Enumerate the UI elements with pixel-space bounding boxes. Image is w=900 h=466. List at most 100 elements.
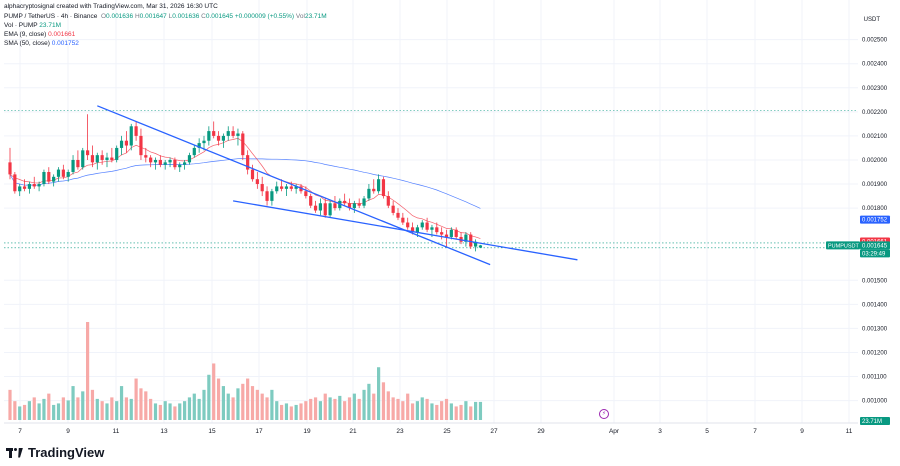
volume-bar xyxy=(144,391,148,420)
created-by-line: alphacryptosignal created with TradingVi… xyxy=(4,3,218,10)
ema-indicator-line[interactable]: EMA (9, close) 0.001661 xyxy=(4,31,76,38)
candle-body xyxy=(323,203,327,216)
volume-bar xyxy=(440,401,444,420)
price-labels: 0.0017520.001661PUMPUSDT0.00164503:29:49… xyxy=(826,215,890,425)
tradingview-brand: TradingView xyxy=(6,445,104,460)
trendline-lower xyxy=(232,200,578,261)
symbol-tag xyxy=(826,241,860,250)
price-tag xyxy=(860,417,890,425)
candle-body xyxy=(362,198,366,206)
candle-body xyxy=(56,169,61,177)
candle-body xyxy=(173,159,177,168)
sma-indicator-line[interactable]: SMA (50, close) 0.001752 xyxy=(4,40,79,47)
volume-bar xyxy=(90,389,95,420)
volume-bar xyxy=(163,401,167,420)
y-tick-label: 0.001300 xyxy=(862,326,888,332)
volume-bar xyxy=(318,401,322,420)
volume-bar xyxy=(8,389,12,420)
volume-bar xyxy=(221,386,225,420)
volume-bar xyxy=(52,404,56,420)
volume-bar xyxy=(343,401,347,420)
volume-bar xyxy=(299,403,303,420)
candle-body xyxy=(357,203,361,206)
volume-bar xyxy=(61,397,65,420)
candle-body xyxy=(391,205,395,213)
price-tag-text: 0.001752 xyxy=(862,218,888,224)
volume-bar xyxy=(280,404,284,420)
volume-bar xyxy=(212,363,216,420)
candle-body xyxy=(265,191,269,201)
candle-body xyxy=(158,159,162,165)
volume-bar xyxy=(124,397,128,420)
candle-body xyxy=(226,131,230,136)
y-tick-label: 0.001500 xyxy=(862,278,888,284)
volume-bar xyxy=(338,395,342,420)
candle-body xyxy=(284,186,289,189)
volume-bar xyxy=(22,404,27,420)
clock-icon[interactable]: ⚡ xyxy=(599,409,609,419)
candles xyxy=(8,114,483,252)
y-tick-label: 0.002300 xyxy=(862,86,888,92)
volume-bar xyxy=(372,393,376,420)
candle-body xyxy=(192,147,196,156)
candle-body xyxy=(22,186,27,189)
x-tick-label: 7 xyxy=(753,428,757,435)
candle-body xyxy=(435,227,439,233)
price-axis[interactable]: 0.002500 0.002400 0.002300 0.002200 0.002100… xyxy=(862,38,888,405)
x-tick-label: 17 xyxy=(255,428,263,435)
volume-bar xyxy=(95,398,99,420)
candle-body xyxy=(444,234,449,237)
volume-bar xyxy=(119,386,124,420)
candle-body xyxy=(401,217,405,223)
candle-body xyxy=(430,227,434,230)
y-tick-label: 0.001900 xyxy=(862,182,888,188)
volume-bar xyxy=(226,393,230,420)
x-tick-label: 25 xyxy=(443,428,451,435)
candle-body xyxy=(100,155,104,160)
candle-body xyxy=(115,147,119,160)
candle-body xyxy=(343,200,347,204)
volume-bar xyxy=(47,393,51,420)
x-tick-label: 9 xyxy=(66,428,70,435)
candle-body xyxy=(236,133,240,136)
candle-body xyxy=(187,155,192,163)
volume-bar xyxy=(454,406,458,420)
candle-body xyxy=(410,227,415,233)
price-tag xyxy=(860,215,890,224)
volume-bar xyxy=(129,398,133,420)
candle-body xyxy=(367,188,371,199)
volume-indicator-line[interactable]: Vol · PUMP 23.71M xyxy=(4,22,61,29)
candle-body xyxy=(304,191,308,197)
candle-body xyxy=(149,157,153,163)
time-axis[interactable]: 7 9 11 13 15 17 19 21 23 25 27 29 Apr 3 5 7 9 11 xyxy=(4,422,858,435)
volume-bar xyxy=(449,403,453,420)
y-tick-label: 0.001800 xyxy=(862,206,888,212)
x-tick-label: 21 xyxy=(349,428,357,435)
candle-body xyxy=(66,171,70,177)
volume-bar xyxy=(430,403,434,420)
x-tick-label: 19 xyxy=(303,428,311,435)
volume-bar xyxy=(435,404,439,420)
currency-label[interactable]: USDT xyxy=(863,17,880,23)
volume-bar xyxy=(236,388,240,420)
candle-body xyxy=(270,191,274,201)
x-tick-label: 29 xyxy=(537,428,545,435)
candle-body xyxy=(8,162,12,175)
volume-bar xyxy=(474,401,478,420)
volume-bar xyxy=(187,397,192,420)
volume-bar xyxy=(420,397,424,420)
x-tick-label: 11 xyxy=(113,428,120,435)
candle-body xyxy=(52,176,56,182)
volume-bar xyxy=(391,397,395,420)
candle-body xyxy=(163,162,167,165)
candle-body xyxy=(333,203,337,209)
volume-bar xyxy=(386,391,390,420)
candle-body xyxy=(280,186,284,189)
volume-bar xyxy=(406,393,410,420)
y-tick-label: 0.002000 xyxy=(862,158,888,164)
volume-bar xyxy=(27,401,31,420)
candle-body xyxy=(71,159,75,172)
symbol-name[interactable]: PUMP / TetherUS · 4h · Binance xyxy=(4,13,98,20)
candle-body xyxy=(212,131,216,136)
